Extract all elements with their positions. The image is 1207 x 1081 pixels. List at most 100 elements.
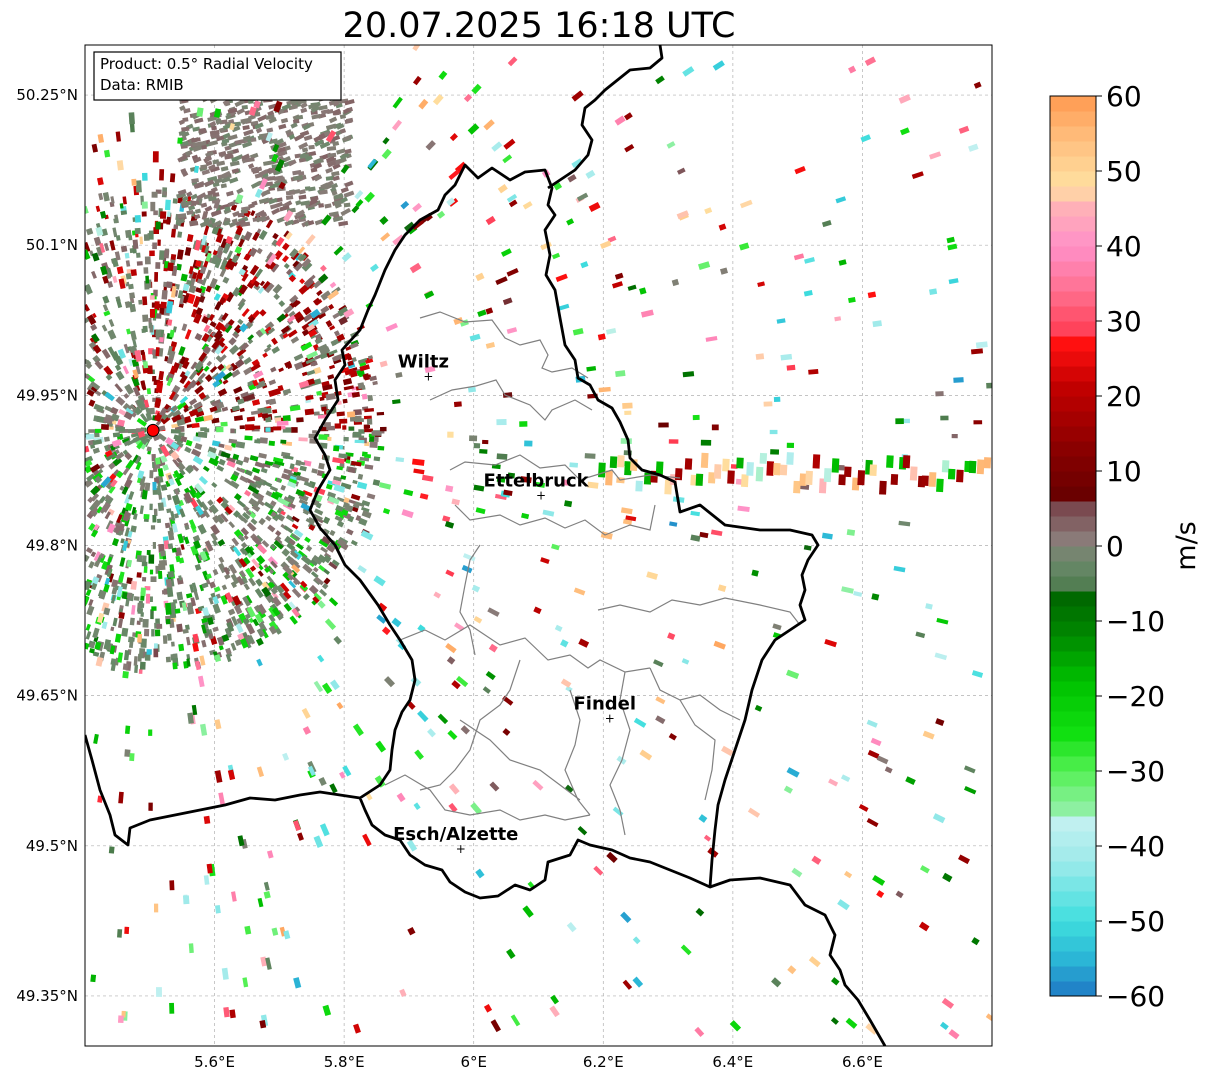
echo-cell — [289, 298, 300, 309]
colorbar-band — [1050, 786, 1096, 802]
echo-cell — [848, 65, 857, 74]
echo-cell — [941, 460, 950, 473]
echo-cell — [508, 199, 518, 208]
echo-cell — [624, 143, 635, 153]
echo-cell — [373, 456, 381, 462]
echo-cell — [318, 462, 325, 470]
echo-cell — [285, 195, 294, 200]
echo-cell — [160, 550, 166, 557]
echo-cell — [237, 398, 245, 405]
echo-cell — [251, 425, 261, 430]
echo-cell — [222, 242, 231, 254]
echo-cell — [194, 442, 203, 450]
echo-cell — [471, 83, 482, 95]
echo-cell — [135, 365, 141, 375]
echo-cell — [184, 246, 192, 257]
echo-cell — [182, 117, 189, 123]
echo-cell — [124, 926, 130, 935]
echo-cell — [225, 235, 233, 245]
echo-cell — [564, 784, 574, 793]
echo-cell — [194, 385, 204, 395]
echo-cell — [261, 540, 270, 548]
echo-cell — [209, 321, 217, 328]
echo-cell — [522, 905, 534, 918]
radar-site-marker[interactable] — [146, 423, 160, 437]
echo-cell — [239, 475, 249, 483]
echo-cell — [238, 284, 248, 295]
echo-cell — [168, 478, 175, 486]
echo-cell — [97, 795, 103, 803]
echo-cell — [241, 512, 251, 520]
echo-cell — [115, 451, 125, 461]
echo-cell — [107, 329, 117, 340]
echo-cell — [216, 160, 226, 167]
echo-cell — [201, 169, 211, 176]
echo-cell — [340, 196, 348, 204]
echo-cell — [242, 556, 251, 565]
echo-cell — [217, 388, 228, 397]
echo-cell — [304, 408, 315, 416]
echo-cell — [313, 158, 322, 165]
echo-cell — [154, 397, 162, 409]
city-label: Ettelbruck — [484, 470, 590, 491]
echo-cell — [348, 426, 355, 431]
echo-cell — [128, 491, 135, 500]
echo-cell — [333, 330, 341, 337]
echo-cell — [130, 525, 137, 533]
echo-cell — [188, 265, 194, 275]
echo-cell — [122, 196, 127, 205]
echo-cell — [122, 365, 130, 375]
echo-cell — [98, 495, 107, 504]
echo-cell — [958, 854, 970, 865]
echo-cell — [320, 546, 329, 554]
echo-cell — [334, 515, 343, 522]
echo-cell — [170, 392, 180, 402]
echo-cell — [293, 133, 305, 142]
echo-cell — [230, 473, 239, 482]
echo-cell — [171, 523, 179, 533]
echo-cell — [131, 178, 137, 186]
colorbar-band — [1050, 441, 1096, 457]
lon-tick-label: 6.6°E — [842, 1053, 883, 1071]
echo-cell — [121, 627, 129, 637]
echo-cell — [149, 308, 156, 318]
echo-cell — [102, 275, 109, 284]
echo-cell — [259, 178, 268, 190]
echo-cell — [666, 141, 676, 149]
echo-cell — [96, 612, 105, 624]
echo-cell — [103, 242, 110, 252]
echo-cell — [911, 171, 924, 179]
echo-cell — [179, 356, 187, 365]
figure-title: 20.07.2025 16:18 UTC — [343, 6, 736, 46]
echo-cell — [354, 190, 364, 200]
colorbar-band — [1050, 771, 1096, 787]
echo-cell — [453, 316, 464, 326]
echo-cell — [278, 592, 289, 603]
echo-cell — [132, 239, 139, 250]
echo-cell — [282, 333, 289, 339]
echo-cell — [157, 467, 164, 478]
echo-cell — [364, 464, 374, 470]
echo-cell — [151, 191, 158, 198]
echo-cell — [189, 584, 195, 593]
echo-cell — [311, 113, 321, 120]
echo-cell — [242, 125, 250, 131]
echo-cell — [191, 422, 200, 429]
echo-cell — [243, 534, 249, 540]
echo-cell — [117, 1015, 124, 1023]
echo-cell — [90, 506, 99, 516]
echo-cell — [110, 626, 115, 632]
echo-cell — [195, 505, 204, 516]
echo-cell — [115, 396, 126, 406]
echo-cell — [313, 835, 324, 848]
echo-cell — [161, 413, 168, 421]
echo-cell — [303, 134, 313, 142]
echo-cell — [196, 192, 207, 201]
echo-cell — [132, 386, 141, 397]
echo-cell — [445, 642, 457, 654]
echo-cell — [183, 491, 194, 504]
echo-cell — [632, 936, 641, 945]
echo-cell — [209, 504, 219, 515]
echo-cell — [360, 506, 370, 513]
echo-cell — [126, 472, 134, 481]
